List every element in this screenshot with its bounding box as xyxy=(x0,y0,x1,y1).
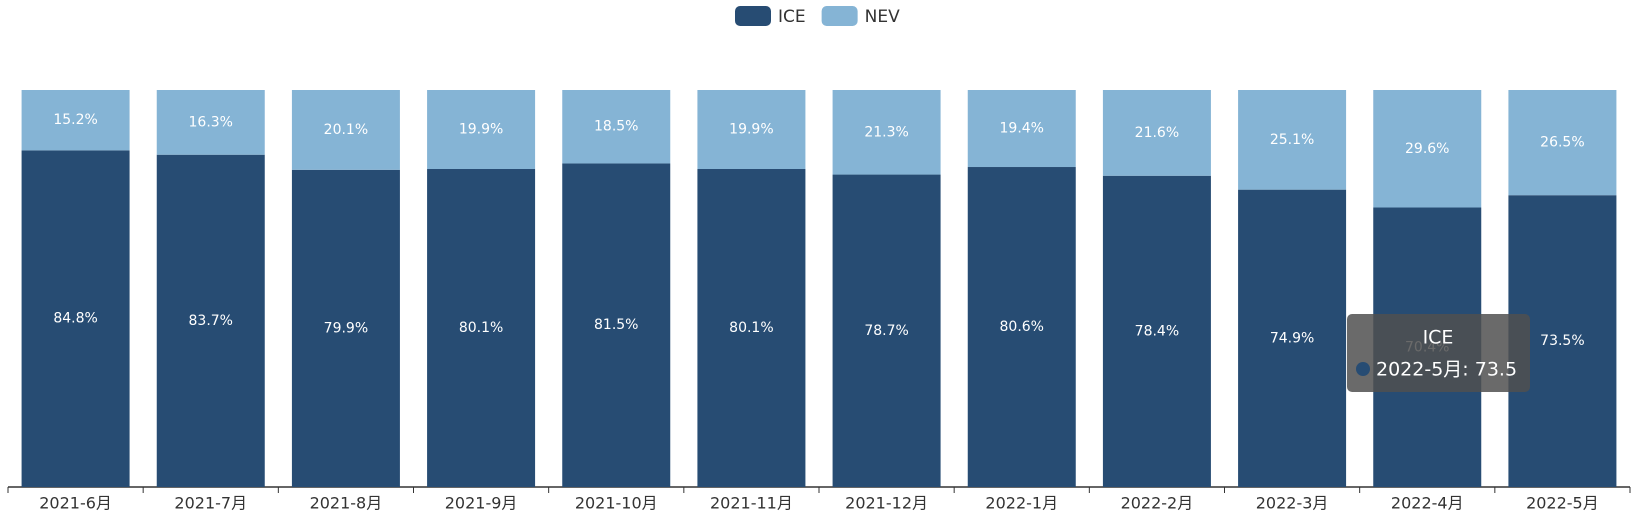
bar-segment xyxy=(291,90,400,170)
legend-swatch xyxy=(821,6,858,26)
tooltip-text: 2022-5月: 73.5 xyxy=(1376,359,1517,381)
bar-segment xyxy=(562,163,671,487)
bar-segment xyxy=(291,169,400,487)
tooltip-marker xyxy=(1356,362,1370,376)
bar-segment xyxy=(21,150,130,487)
bar-segment xyxy=(427,169,536,488)
legend-label: NEV xyxy=(865,7,900,27)
bar-segment xyxy=(562,90,671,164)
bar-segment xyxy=(1508,90,1617,196)
data-label: 29.6% xyxy=(1405,141,1449,157)
data-label: 19.4% xyxy=(1000,121,1044,137)
data-label: 25.1% xyxy=(1270,132,1314,148)
data-label: 78.4% xyxy=(1135,323,1179,339)
x-tick-label: 2022-1月 xyxy=(985,494,1058,513)
data-label: 80.6% xyxy=(1000,319,1044,335)
bar-segment xyxy=(1373,90,1482,208)
legend-label: ICE xyxy=(778,7,806,27)
x-tick-label: 2021-11月 xyxy=(710,494,793,513)
x-tick-label: 2022-3月 xyxy=(1256,494,1329,513)
tooltip: ICE 2022-5月: 73.5 xyxy=(1347,314,1530,392)
data-label: 80.1% xyxy=(459,320,503,336)
x-tick-label: 2022-2月 xyxy=(1121,494,1194,513)
bar-segment xyxy=(1102,90,1211,176)
bar-segment xyxy=(1102,175,1211,487)
legend-swatch xyxy=(735,6,771,26)
bar-segment xyxy=(1238,90,1347,190)
data-label: 19.9% xyxy=(729,122,773,138)
x-tick-label: 2021-7月 xyxy=(174,494,247,513)
data-label: 73.5% xyxy=(1540,333,1584,349)
bar-segment xyxy=(832,90,941,175)
data-label: 78.7% xyxy=(864,323,908,339)
x-tick-label: 2022-5月 xyxy=(1526,494,1599,513)
bar-segment xyxy=(967,167,1076,487)
data-label: 21.3% xyxy=(864,124,908,140)
x-tick-label: 2022-4月 xyxy=(1391,494,1464,513)
bar-segment xyxy=(697,169,806,488)
data-label: 83.7% xyxy=(189,313,233,329)
data-label: 19.9% xyxy=(459,122,503,138)
bar-segment xyxy=(156,154,265,487)
x-tick-label: 2021-12月 xyxy=(845,494,928,513)
data-label: 79.9% xyxy=(324,320,368,336)
data-label: 15.2% xyxy=(53,112,97,128)
bar-segment xyxy=(697,90,806,170)
x-tick-label: 2021-8月 xyxy=(310,494,383,513)
bar-segment xyxy=(1238,189,1347,487)
data-label: 81.5% xyxy=(594,317,638,333)
tooltip-box xyxy=(1347,314,1530,392)
data-label: 20.1% xyxy=(324,122,368,138)
x-tick-label: 2021-10月 xyxy=(575,494,658,513)
data-label: 26.5% xyxy=(1540,135,1584,151)
data-label: 84.8% xyxy=(53,311,97,327)
bar-segment xyxy=(832,174,941,487)
x-tick-label: 2021-6月 xyxy=(39,494,112,513)
bar-segment xyxy=(156,90,265,155)
bar-segment xyxy=(427,90,536,170)
data-label: 74.9% xyxy=(1270,330,1314,346)
bar-segment xyxy=(967,90,1076,168)
data-label: 80.1% xyxy=(729,320,773,336)
bar-segment xyxy=(21,90,130,151)
x-tick-label: 2021-9月 xyxy=(445,494,518,513)
data-label: 21.6% xyxy=(1135,125,1179,141)
tooltip-title: ICE xyxy=(1423,327,1454,349)
data-label: 16.3% xyxy=(189,114,233,130)
data-label: 18.5% xyxy=(594,119,638,135)
